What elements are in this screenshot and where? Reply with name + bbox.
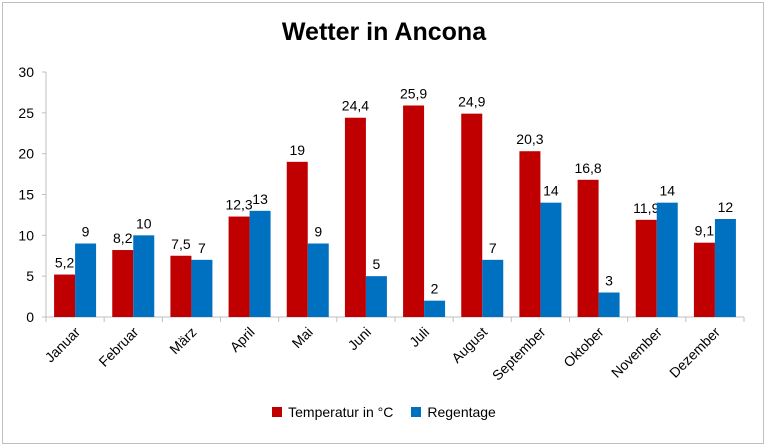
data-label-temperature: 19 [289, 142, 305, 158]
bar-temperature [461, 113, 483, 318]
bar-rain-days [249, 210, 271, 317]
legend-item-temperature: Temperatur in °C [272, 404, 393, 420]
bar-temperature [519, 151, 541, 317]
data-label-temperature: 25,9 [400, 85, 427, 101]
data-label-temperature: 7,5 [171, 236, 191, 252]
x-tick-label: Juni [345, 324, 374, 353]
data-label-rain-days: 12 [718, 199, 734, 215]
data-label-temperature: 20,3 [516, 131, 543, 147]
bar-rain-days [307, 243, 329, 317]
x-tick-label: Juli [406, 324, 432, 350]
y-tick-label: 30 [18, 64, 34, 80]
x-tick-label: März [166, 324, 199, 357]
x-tick-label: September [489, 324, 549, 384]
legend-label-rain-days: Regentage [427, 404, 496, 420]
bar-rain-days [365, 276, 387, 317]
bar-temperature [577, 179, 599, 317]
data-label-rain-days: 14 [543, 183, 559, 199]
bar-rain-days [133, 235, 155, 317]
bar-temperature [635, 219, 657, 317]
legend-swatch-temperature [272, 407, 283, 417]
y-tick-label: 15 [18, 187, 34, 203]
y-tick-label: 20 [18, 146, 34, 162]
data-label-rain-days: 7 [489, 240, 497, 256]
x-tick-label: Januar [42, 324, 84, 366]
legend-item-rain-days: Regentage [411, 404, 496, 420]
bar-rain-days [424, 300, 446, 317]
x-tick-label: Februar [95, 324, 141, 370]
x-tick-label: Oktober [560, 324, 607, 371]
chart-title: Wetter in Ancona [281, 18, 487, 46]
y-tick-label: 5 [26, 268, 34, 284]
data-label-rain-days: 14 [659, 183, 675, 199]
legend-label-temperature: Temperatur in °C [288, 404, 394, 420]
bar-temperature [344, 117, 366, 317]
data-label-temperature: 5,2 [55, 255, 75, 271]
bar-rain-days [191, 259, 213, 317]
data-label-temperature: 24,4 [342, 98, 369, 114]
bar-rain-days [482, 259, 504, 317]
data-label-rain-days: 9 [314, 224, 322, 240]
bar-temperature [403, 105, 425, 317]
data-label-rain-days: 3 [605, 273, 613, 289]
y-tick-label: 10 [18, 227, 34, 243]
x-tick-label: November [608, 324, 665, 381]
bar-temperature [170, 255, 192, 317]
y-tick-label: 25 [18, 105, 34, 121]
data-label-temperature: 12,3 [225, 197, 252, 213]
bar-temperature [54, 274, 76, 317]
y-tick-label: 0 [26, 309, 34, 325]
bar-rain-days [540, 202, 562, 317]
data-label-rain-days: 5 [373, 256, 381, 272]
x-tick-label: Mai [289, 324, 316, 351]
data-label-rain-days: 10 [136, 215, 152, 231]
data-label-rain-days: 2 [431, 281, 439, 297]
bar-rain-days [714, 219, 736, 317]
data-label-temperature: 8,2 [113, 230, 133, 246]
data-label-rain-days: 13 [252, 191, 268, 207]
bar-temperature [228, 216, 250, 317]
bar-rain-days [598, 292, 620, 317]
legend-swatch-rain-days [411, 407, 422, 417]
x-tick-label: April [227, 324, 258, 355]
data-label-rain-days: 9 [82, 224, 90, 240]
data-label-temperature: 11,9 [633, 200, 659, 216]
data-label-temperature: 24,9 [458, 94, 485, 110]
bar-temperature [112, 250, 134, 317]
x-tick-label: August [448, 324, 490, 366]
bar-rain-days [75, 243, 97, 317]
bar-temperature [286, 161, 308, 317]
x-tick-label: Dezember [666, 324, 723, 381]
bar-rain-days [656, 202, 678, 317]
bar-temperature [693, 242, 715, 317]
legend: Temperatur in °C Regentage [0, 404, 768, 420]
data-label-temperature: 16,8 [574, 160, 601, 176]
data-label-rain-days: 7 [198, 240, 206, 256]
data-label-temperature: 9,1 [695, 223, 715, 239]
